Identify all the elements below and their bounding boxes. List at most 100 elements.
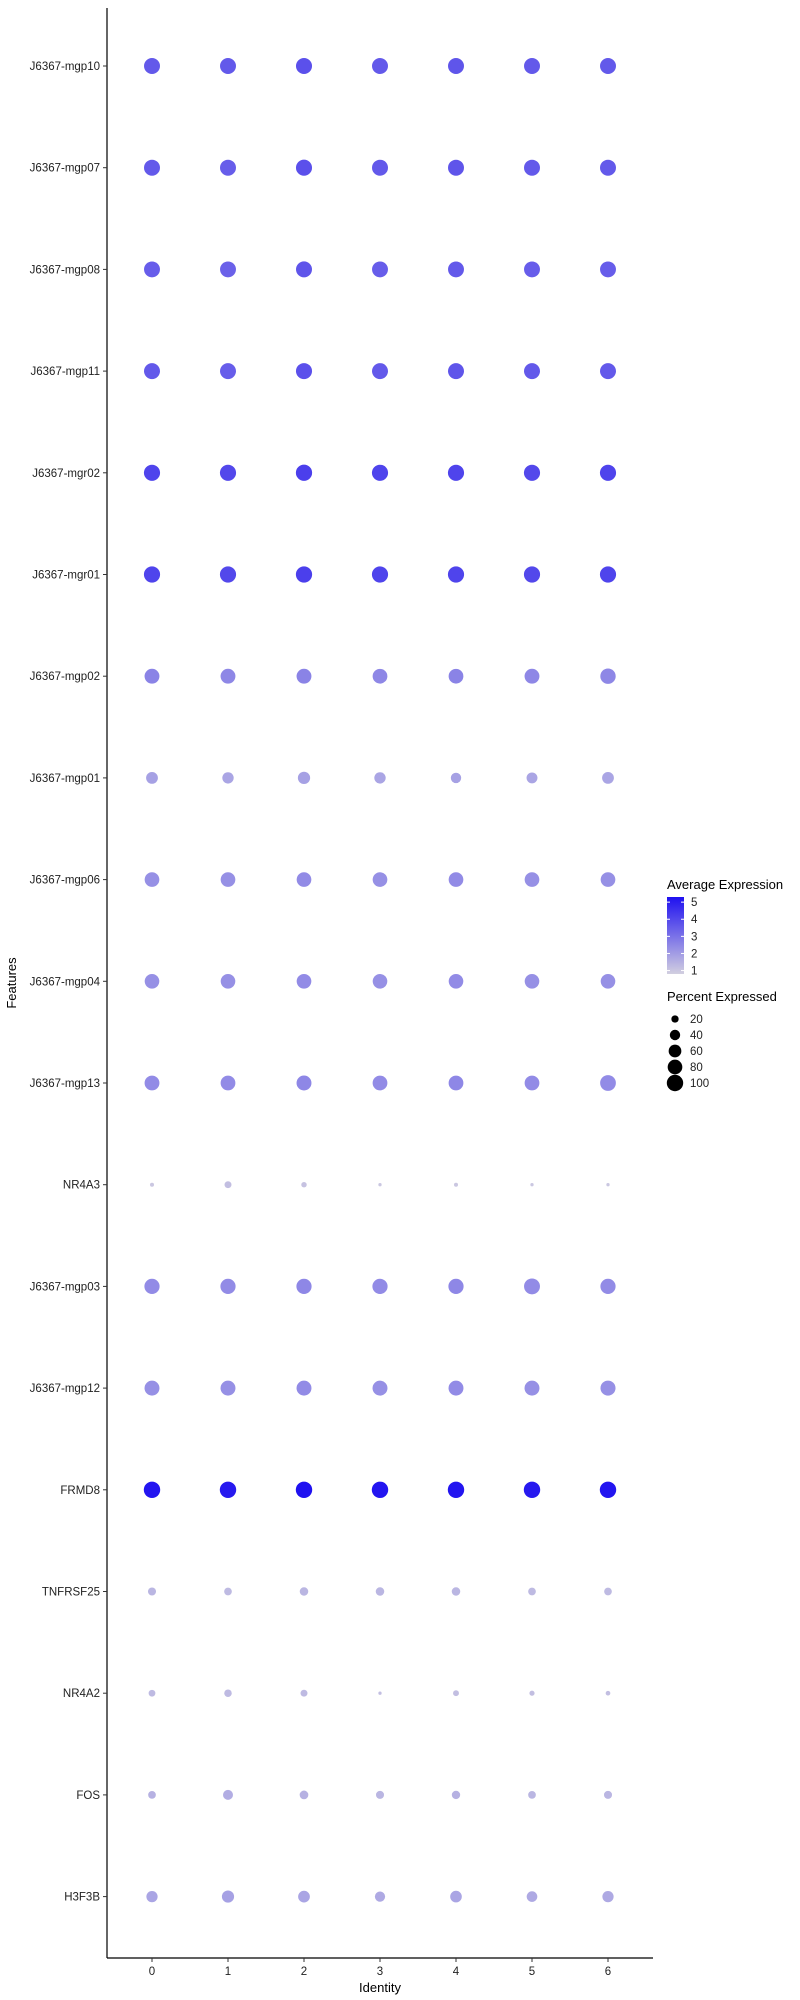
y-tick-label: J6367-mgp01 [30,773,100,785]
x-tick-label: 5 [529,1966,535,1978]
dot-point [372,668,388,684]
dot-point [524,974,540,989]
dot-point [295,566,313,583]
size-legend-dot [667,1059,683,1075]
dot-point [372,159,388,176]
dot-point [296,872,312,887]
y-tick-label: FRMD8 [60,1485,100,1497]
y-tick-label: J6367-mgp11 [31,366,100,378]
dot-point [296,1075,312,1091]
dot-point [371,1481,389,1499]
color-bar [667,897,684,974]
y-tick-label: J6367-mgp07 [30,163,100,175]
dot-point [448,1380,464,1396]
dot-point [600,58,616,74]
dot-point [524,261,540,278]
dot-point [295,464,313,481]
dot-point [599,566,617,583]
dot-point [602,1890,614,1903]
legend-size-title: Percent Expressed [667,989,777,1004]
dot-point [524,159,540,176]
dot-point [220,1278,236,1294]
dot-point [372,261,388,278]
x-tick-label: 6 [605,1966,611,1978]
dot-point [604,1587,612,1596]
dot-point [148,1791,156,1799]
color-bar-label: 3 [691,931,697,943]
legend-color-title: Average Expression [667,877,783,892]
dot-point [600,1278,616,1294]
size-legend-label: 80 [690,1062,703,1074]
dot-point [528,1587,536,1596]
dot-point [222,772,234,784]
color-bar-label: 1 [691,966,697,978]
dot-point [143,1481,161,1499]
dot-point [451,1790,461,1800]
dot-point [524,58,540,74]
dot-point [144,261,160,278]
dot-point [372,974,388,989]
x-axis-title: Identity [359,1980,401,1995]
dot-point [606,1183,610,1187]
y-tick-label: J6367-mgp13 [30,1078,100,1090]
dot-point [523,566,541,583]
dot-point [528,1791,536,1799]
dot-point [602,771,614,784]
dot-point [298,1890,310,1903]
dot-point [375,1790,385,1799]
dot-point [223,1789,233,1800]
dot-point [524,1380,540,1396]
dot-point [600,261,616,278]
plot-area: J6367-mgp10 J6367-mgp07 J6367-mgp08 J6367-m… [4,8,653,1995]
dot-point [372,1380,388,1396]
dot-point [296,668,312,684]
dot-point [448,58,464,74]
dot-point [146,1890,158,1903]
dot-point [523,464,541,481]
dot-point [296,973,312,989]
size-legend-label: 100 [690,1078,709,1090]
dot-point [603,1790,613,1799]
x-tick-label: 2 [301,1966,307,1978]
dot-point [523,1481,541,1499]
dot-point [299,1587,309,1596]
dot-point [220,668,236,684]
dot-point [600,363,616,380]
dot-point [144,159,160,176]
y-tick-label: J6367-mgp12 [30,1383,100,1395]
dot-point [220,1380,236,1396]
dot-point [605,1690,611,1696]
x-tick-label: 4 [453,1966,460,1978]
dot-point [144,1380,160,1396]
dot-point [144,974,160,989]
dot-point [600,1075,616,1091]
dot-point [524,1075,540,1091]
dot-point [148,1689,156,1697]
dot-point [600,974,616,989]
size-legend-dot [666,1074,684,1092]
dot-point [450,772,462,784]
dot-point [299,1790,309,1800]
y-tick-label: J6367-mgr01 [32,570,100,582]
dot-point [220,363,236,380]
dot-point [448,1278,464,1294]
size-legend-dot [668,1044,682,1058]
dot-point [144,1075,160,1091]
y-tick-label: J6367-mgp08 [30,264,100,276]
dot-point [297,771,311,785]
dot-point [448,261,464,278]
dot-point [448,872,464,887]
dot-point [144,872,160,887]
color-bar-label: 2 [691,948,697,960]
dot-point [524,872,540,887]
dot-point [296,1380,312,1396]
dot-point [530,1183,534,1187]
x-tick-label: 0 [149,1966,155,1978]
dot-point [448,1075,464,1091]
size-legend-label: 20 [690,1014,703,1026]
dot-point [372,363,388,380]
dot-point [453,1182,459,1187]
dot-point [371,464,389,481]
dot-point [447,464,465,481]
dot-point [371,566,389,583]
